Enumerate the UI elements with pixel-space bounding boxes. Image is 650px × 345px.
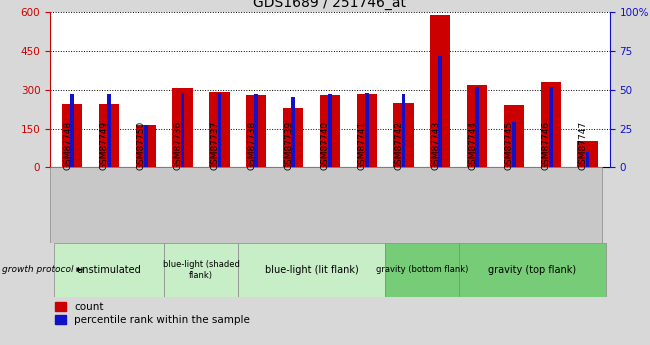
Bar bbox=[107, 95, 110, 167]
Bar bbox=[70, 95, 74, 167]
Text: gravity (bottom flank): gravity (bottom flank) bbox=[376, 265, 468, 275]
Bar bbox=[504, 105, 524, 167]
Bar bbox=[254, 95, 258, 167]
Bar bbox=[393, 103, 413, 167]
Text: GSM87743: GSM87743 bbox=[432, 120, 440, 170]
Text: GSM87746: GSM87746 bbox=[542, 120, 551, 170]
Legend: count, percentile rank within the sample: count, percentile rank within the sample bbox=[55, 302, 250, 325]
Text: GSM87739: GSM87739 bbox=[284, 120, 293, 170]
Bar bbox=[320, 95, 340, 167]
Bar bbox=[181, 93, 185, 167]
Bar bbox=[430, 15, 450, 167]
Bar bbox=[62, 104, 83, 167]
Text: GSM87742: GSM87742 bbox=[395, 121, 404, 170]
Bar bbox=[586, 152, 590, 167]
Bar bbox=[218, 93, 221, 167]
Text: unstimulated: unstimulated bbox=[77, 265, 141, 275]
Bar bbox=[291, 98, 295, 167]
Bar bbox=[467, 85, 488, 167]
Text: GSM87749: GSM87749 bbox=[100, 120, 109, 170]
Text: growth protocol ►: growth protocol ► bbox=[2, 265, 83, 275]
Text: GSM87748: GSM87748 bbox=[63, 120, 72, 170]
Text: GSM87740: GSM87740 bbox=[321, 120, 330, 170]
Text: GSM87736: GSM87736 bbox=[174, 120, 183, 170]
Text: blue-light (shaded
flank): blue-light (shaded flank) bbox=[162, 260, 239, 280]
Bar bbox=[577, 141, 598, 167]
Bar bbox=[459, 243, 606, 297]
Bar bbox=[238, 243, 385, 297]
Bar bbox=[283, 108, 303, 167]
Bar bbox=[209, 91, 229, 167]
Bar bbox=[144, 126, 148, 167]
Bar bbox=[172, 88, 192, 167]
Text: gravity (top flank): gravity (top flank) bbox=[488, 265, 577, 275]
Bar bbox=[136, 125, 156, 167]
Text: GSM87741: GSM87741 bbox=[358, 120, 367, 170]
Text: GSM87738: GSM87738 bbox=[247, 120, 256, 170]
Bar bbox=[365, 93, 369, 167]
Bar bbox=[54, 243, 164, 297]
Text: GSM87747: GSM87747 bbox=[578, 120, 588, 170]
Bar bbox=[475, 87, 479, 167]
Bar bbox=[541, 82, 561, 167]
Bar bbox=[328, 95, 332, 167]
Bar bbox=[99, 104, 119, 167]
Bar bbox=[549, 87, 552, 167]
Bar bbox=[439, 56, 442, 167]
Bar bbox=[164, 243, 238, 297]
Text: GSM87745: GSM87745 bbox=[505, 120, 514, 170]
Bar bbox=[246, 95, 266, 167]
Bar bbox=[385, 243, 459, 297]
Bar bbox=[512, 122, 516, 167]
Text: blue-light (lit flank): blue-light (lit flank) bbox=[265, 265, 358, 275]
Bar bbox=[402, 95, 406, 167]
Title: GDS1689 / 251746_at: GDS1689 / 251746_at bbox=[254, 0, 406, 10]
Text: GSM87744: GSM87744 bbox=[468, 121, 477, 170]
Bar bbox=[357, 93, 377, 167]
Text: GSM87737: GSM87737 bbox=[211, 120, 220, 170]
Text: GSM87750: GSM87750 bbox=[136, 120, 146, 170]
